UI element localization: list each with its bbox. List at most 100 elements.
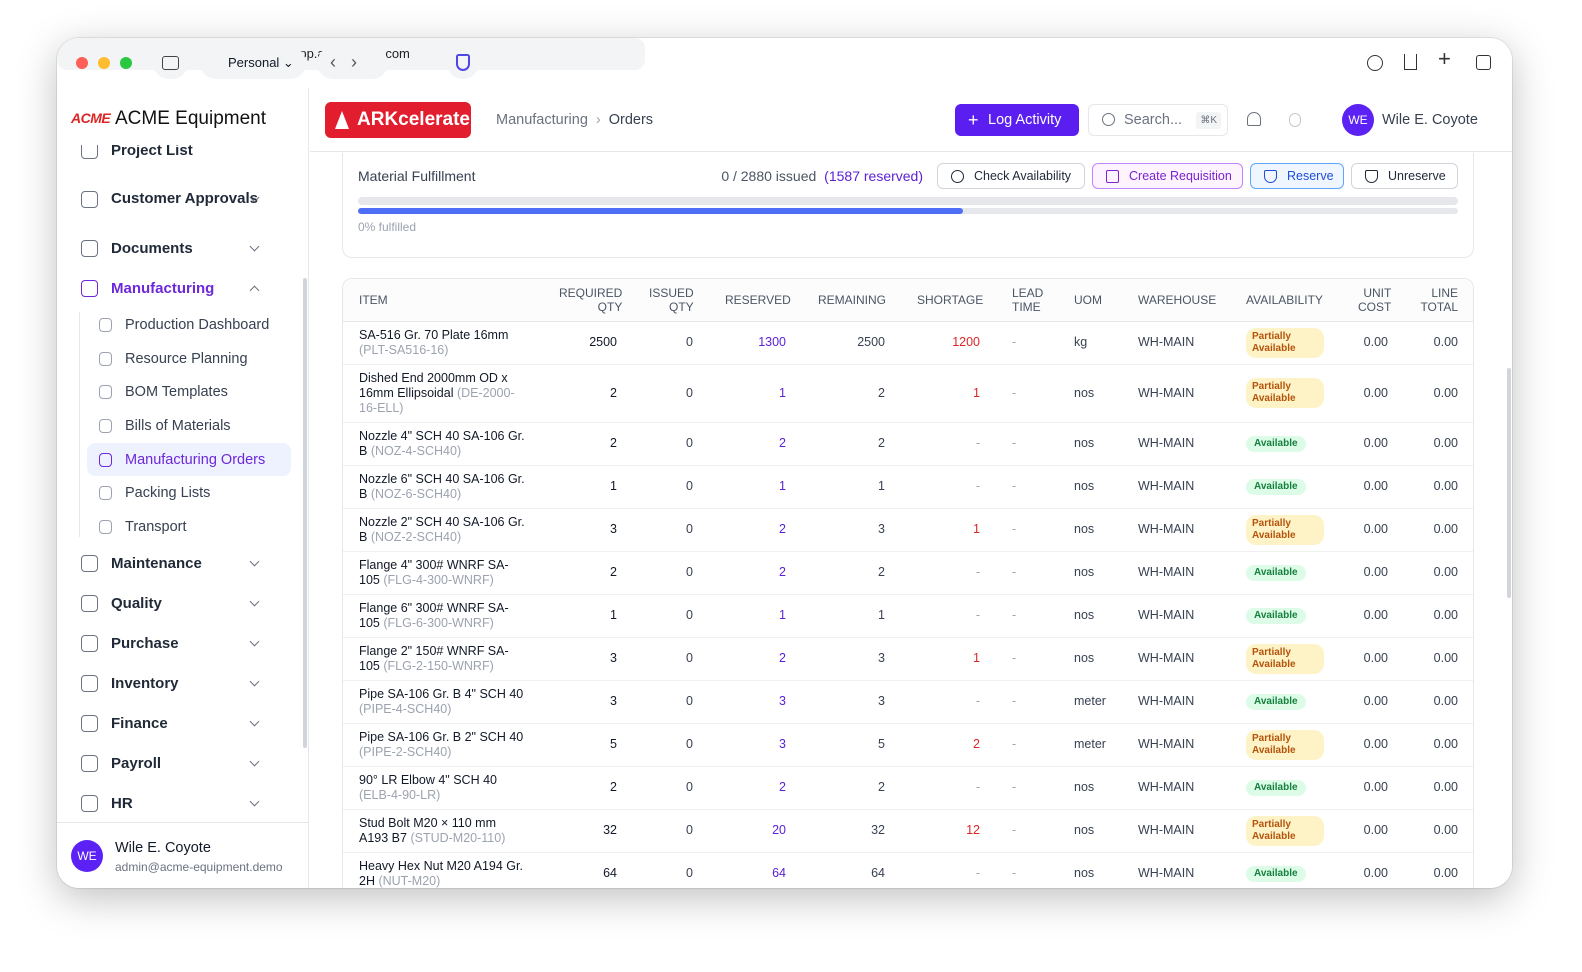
nav-child[interactable]: Resource Planning [87, 342, 291, 376]
user-avatar[interactable]: WE [71, 840, 103, 872]
check-availability-button[interactable]: Check Availability [937, 163, 1085, 189]
search-box[interactable]: Search... ⌘K [1088, 104, 1228, 136]
availability-badge: Partially Available [1246, 729, 1324, 760]
warehouse: WH-MAIN [1138, 780, 1195, 794]
availability-cell: Partially Available [1230, 364, 1342, 423]
nav-section[interactable]: Inventory [57, 664, 308, 704]
issued-qty-cell: 0 [633, 809, 709, 853]
remaining-qty-cell: 2500 [802, 321, 901, 365]
reserved-qty-cell: 1 [709, 364, 802, 423]
nav-section[interactable]: Quality [57, 584, 308, 624]
create-requisition-button[interactable]: Create Requisition [1092, 163, 1243, 189]
browser-window: Personal ⌄ ‹ › app.arkcelerate.com + ACM… [57, 38, 1512, 888]
warehouse: WH-MAIN [1138, 866, 1195, 880]
nav-child[interactable]: BOM Templates [87, 375, 291, 409]
warehouse-cell: WH-MAIN [1122, 766, 1230, 810]
line-total: 0.00 [1433, 335, 1458, 349]
extension-button[interactable] [447, 47, 479, 79]
unit-cost-cell: 0.00 [1342, 809, 1404, 853]
profile-button[interactable]: Personal ⌄ [200, 47, 306, 79]
brand-logo[interactable]: ARKcelerate [325, 102, 471, 138]
downloads-icon[interactable] [1367, 55, 1383, 71]
nav-child[interactable]: Manufacturing Orders [87, 442, 291, 477]
nav-icon [81, 795, 98, 813]
item-cell: Nozzle 6" SCH 40 SA-106 Gr. B (NOZ-6-SCH… [343, 465, 543, 509]
close-button[interactable] [76, 57, 88, 69]
shortage-cell: 1 [901, 508, 996, 552]
issued-qty-cell: 0 [633, 680, 709, 724]
unreserve-button[interactable]: Unreserve [1351, 163, 1458, 189]
remaining-qty-cell: 1 [802, 465, 901, 509]
required-qty: 5 [610, 737, 617, 751]
uom: nos [1074, 823, 1095, 837]
reserved-qty: 3 [779, 694, 786, 708]
availability-badge: Partially Available [1246, 815, 1324, 846]
breadcrumb-item[interactable]: Manufacturing [496, 112, 588, 128]
warehouse: WH-MAIN [1138, 823, 1195, 837]
item-cell: 90° LR Elbow 4" SCH 40 (ELB-4-90-LR) [343, 766, 543, 810]
remaining-qty-cell: 32 [802, 809, 901, 853]
unit-cost-cell: 0.00 [1342, 364, 1404, 423]
remaining-qty-cell: 3 [802, 680, 901, 724]
table-row: Nozzle 6" SCH 40 SA-106 Gr. B (NOZ-6-SCH… [343, 465, 1473, 509]
nav-section[interactable]: Purchase [57, 624, 308, 664]
issued-qty: 0 [686, 651, 693, 665]
sidebar-toggle[interactable] [153, 47, 188, 79]
issued-qty: 0 [686, 694, 693, 708]
reserve-button[interactable]: Reserve [1250, 163, 1344, 189]
nav-child[interactable]: Transport [87, 510, 291, 544]
nav-section[interactable]: Customer Approvals [57, 170, 287, 228]
nav-icon [81, 555, 98, 573]
breadcrumb: Manufacturing › Orders [496, 112, 653, 128]
log-activity-button[interactable]: + Log Activity [955, 104, 1079, 136]
warehouse: WH-MAIN [1138, 565, 1195, 579]
header-user-name[interactable]: Wile E. Coyote [1382, 112, 1478, 128]
nav-section[interactable]: HR [57, 784, 308, 822]
unit-cost-cell: 0.00 [1342, 594, 1404, 638]
divider [57, 822, 308, 823]
share-icon[interactable] [1404, 54, 1417, 70]
nav-section[interactable]: Finance [57, 704, 308, 744]
debug-icon[interactable] [1289, 113, 1301, 127]
reserved-progress-track [358, 208, 1458, 214]
line-total-cell: 0.00 [1404, 321, 1473, 365]
nav-section[interactable]: Maintenance [57, 544, 308, 584]
item-code: (NOZ-2-SCH40) [370, 529, 462, 544]
nav-section[interactable]: Manufacturing [57, 268, 308, 308]
nav-child[interactable]: Packing Lists [87, 476, 291, 510]
warehouse-cell: WH-MAIN [1122, 465, 1230, 509]
history-buttons[interactable]: ‹ › [317, 47, 388, 79]
nav-section[interactable]: Payroll [57, 744, 308, 784]
column-label: WAREHOUSE [1138, 292, 1217, 307]
unit-cost: 0.00 [1363, 823, 1388, 837]
nav-child[interactable]: Production Dashboard [87, 308, 291, 342]
lead-time-cell: - [996, 680, 1058, 724]
remaining-qty: 2 [878, 436, 885, 450]
remaining-qty: 1 [878, 608, 885, 622]
line-total: 0.00 [1433, 651, 1458, 665]
nav-child[interactable]: Bills of Materials [87, 409, 291, 443]
sidebar-icon [162, 56, 179, 70]
zoom-button[interactable] [120, 57, 132, 69]
table-row: Dished End 2000mm OD x 16mm Ellipsoidal … [343, 364, 1473, 423]
nav-section[interactable]: Project List [57, 145, 308, 170]
nav-section[interactable]: Documents [57, 228, 308, 268]
reserved-qty: 2 [779, 436, 786, 450]
line-total-cell: 0.00 [1404, 680, 1473, 724]
item-name: Nozzle 2" SCH 40 SA-106 Gr. B [359, 514, 525, 544]
required-qty-cell: 64 [543, 852, 633, 888]
issued-qty-cell: 0 [633, 508, 709, 552]
availability-badge: Available [1246, 608, 1306, 624]
notifications-icon[interactable] [1247, 112, 1261, 126]
table-row: Flange 4" 300# WNRF SA-105 (FLG-4-300-WN… [343, 551, 1473, 595]
uom: nos [1074, 608, 1095, 622]
header-avatar[interactable]: WE [1342, 104, 1374, 136]
item-code: (FLG-2-150-WNRF) [383, 658, 494, 673]
new-tab-icon[interactable]: + [1438, 46, 1451, 71]
tabs-icon[interactable] [1476, 55, 1491, 70]
issued-qty-cell: 0 [633, 551, 709, 595]
lead-time: - [1012, 522, 1017, 536]
line-total-cell: 0.00 [1404, 508, 1473, 552]
line-total: 0.00 [1433, 385, 1458, 400]
minimize-button[interactable] [98, 57, 110, 69]
